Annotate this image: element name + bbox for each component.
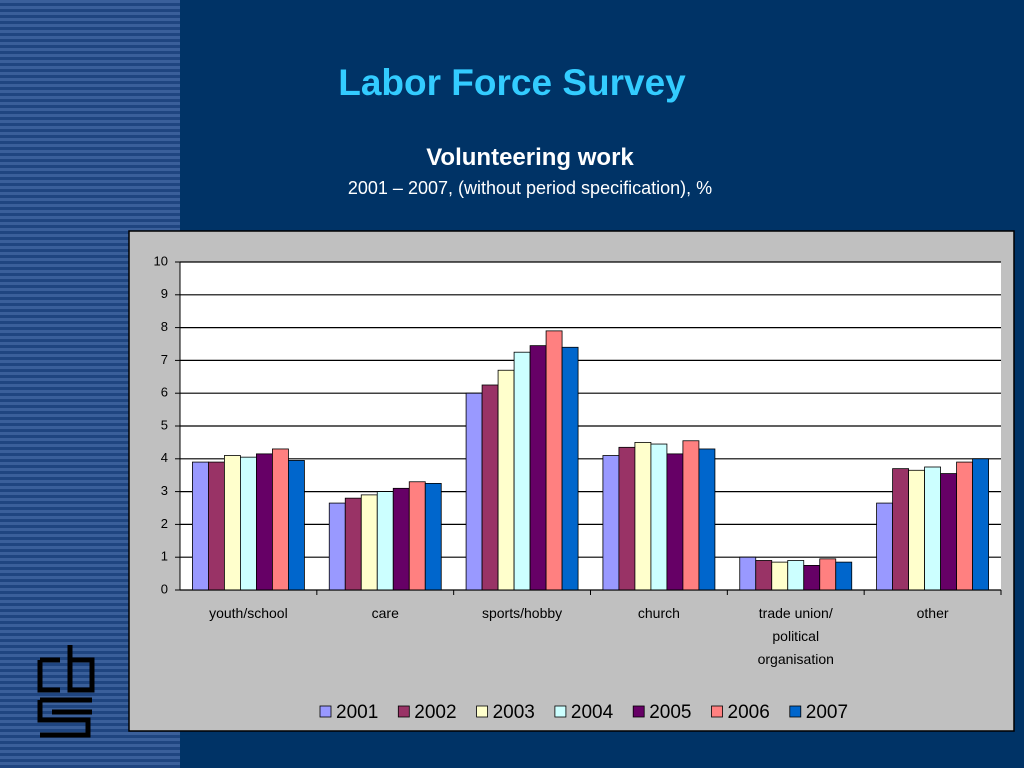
y-tick-label: 6	[161, 385, 168, 400]
x-tick-label: trade union/ political organisation	[757, 605, 834, 667]
legend-swatch	[397, 705, 410, 718]
y-tick-label: 4	[161, 450, 168, 465]
bar	[634, 441, 652, 591]
bar	[924, 466, 941, 591]
legend-label: 2002	[414, 702, 456, 723]
chart-subtitle: 2001 – 2007, (without period specificati…	[347, 178, 713, 198]
bar	[771, 561, 789, 591]
legend-label: 2006	[728, 702, 770, 723]
bar	[650, 443, 668, 591]
y-tick-label: 0	[161, 581, 168, 596]
bar	[819, 558, 837, 591]
y-tick-label: 7	[161, 352, 168, 367]
bar	[424, 482, 442, 591]
logo	[37, 645, 95, 738]
legend-swatch	[554, 705, 567, 718]
bar	[739, 556, 757, 591]
y-tick-label: 5	[161, 417, 168, 432]
bar	[288, 460, 305, 591]
bar	[972, 458, 989, 591]
legend-label: 2001	[336, 702, 378, 723]
bar	[956, 461, 973, 591]
bar	[192, 461, 209, 591]
bar	[876, 502, 893, 591]
legend-label: 2007	[806, 702, 848, 723]
bar	[682, 440, 700, 591]
bar	[376, 491, 394, 591]
slide-title: Labor Force Survey	[338, 62, 686, 103]
bar	[208, 461, 225, 591]
chart-title: Volunteering work	[426, 144, 634, 171]
legend-swatch	[319, 705, 332, 718]
legend-swatch	[632, 705, 645, 718]
bar	[408, 481, 426, 591]
bar	[328, 502, 346, 591]
bar	[465, 392, 483, 591]
bar	[835, 561, 853, 591]
bar	[892, 468, 909, 591]
bar	[803, 565, 821, 591]
bar	[481, 384, 499, 591]
bar	[224, 455, 241, 591]
bar	[240, 456, 257, 591]
bar	[602, 455, 620, 591]
x-tick-label: other	[916, 605, 949, 621]
bar	[755, 560, 773, 591]
y-tick-label: 10	[154, 253, 168, 268]
legend-swatch	[789, 705, 802, 718]
bar	[513, 351, 531, 591]
bar	[666, 453, 684, 591]
bar	[360, 494, 378, 591]
bar	[908, 469, 925, 591]
y-tick-label: 9	[161, 286, 168, 301]
bar	[344, 497, 362, 591]
x-tick-label: care	[371, 605, 399, 621]
bar	[392, 487, 410, 591]
y-tick-label: 1	[161, 549, 168, 564]
bar	[940, 473, 957, 591]
x-tick-label: youth/school	[209, 605, 288, 621]
x-tick-label: sports/hobby	[481, 605, 563, 621]
y-tick-label: 8	[161, 319, 168, 334]
bar	[618, 446, 636, 591]
x-tick-label: church	[637, 605, 680, 621]
bar	[497, 369, 515, 591]
bar	[256, 453, 273, 591]
legend-label: 2004	[571, 702, 614, 723]
legend-swatch	[711, 705, 723, 718]
bar	[545, 330, 563, 591]
bar	[529, 345, 547, 591]
legend-label: 2005	[649, 702, 691, 723]
y-tick-label: 3	[161, 483, 168, 498]
legend-swatch	[476, 705, 489, 718]
y-tick-label: 2	[161, 516, 168, 531]
legend-label: 2003	[493, 702, 535, 723]
bar	[698, 448, 716, 591]
bar	[561, 346, 579, 591]
bar	[272, 448, 289, 591]
bar	[787, 560, 805, 591]
